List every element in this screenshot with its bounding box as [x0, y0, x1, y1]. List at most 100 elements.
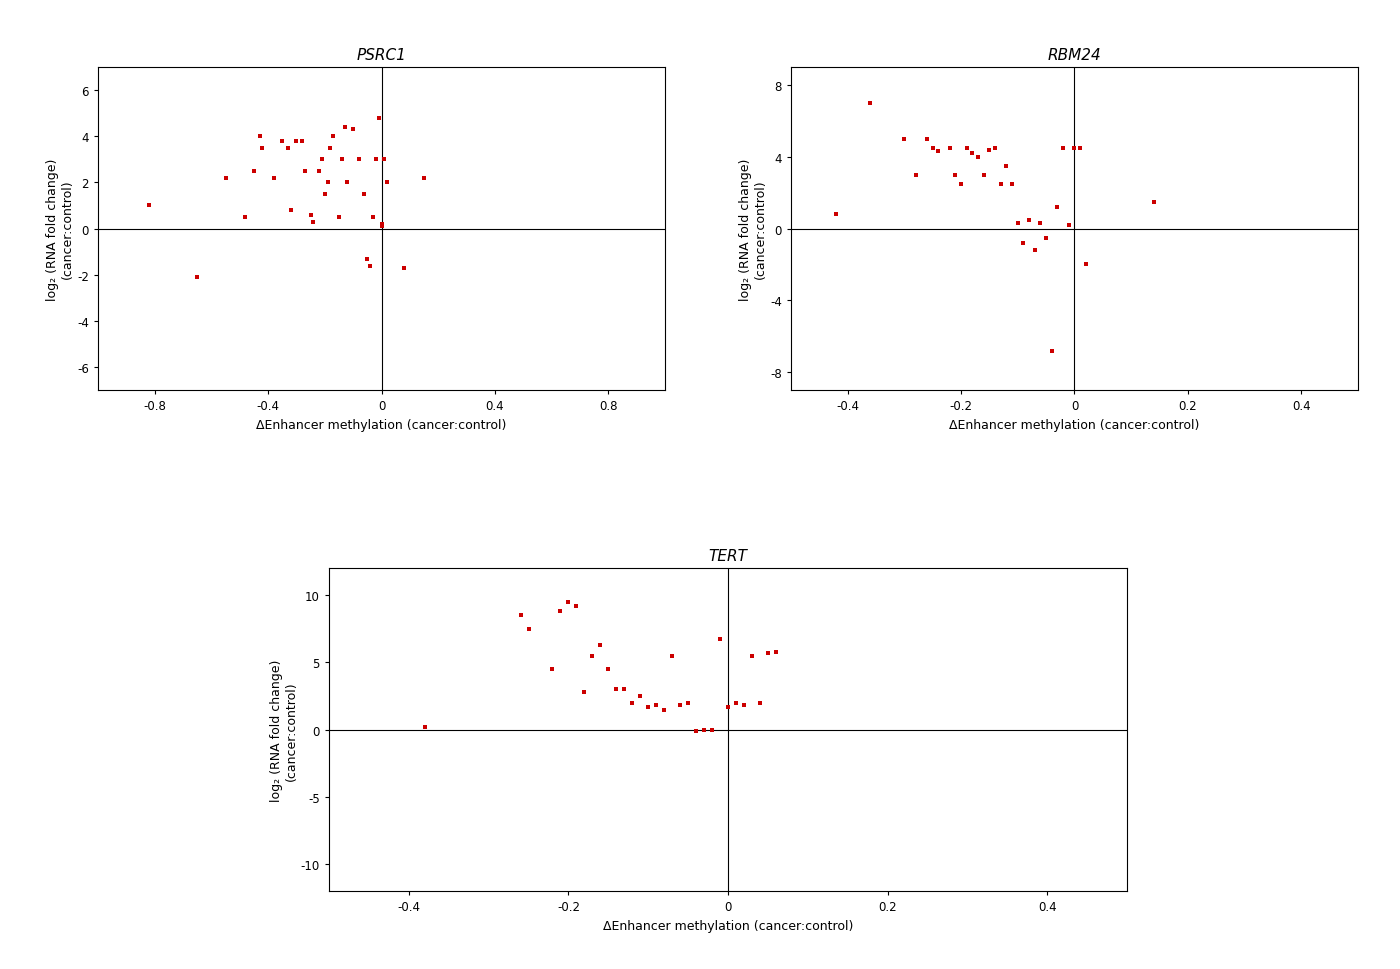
Point	[956, 141, 979, 156]
Y-axis label: log₂ (RNA fold change)
(cancer:control): log₂ (RNA fold change) (cancer:control)	[270, 659, 298, 801]
Point	[330, 152, 353, 168]
Point	[377, 175, 399, 191]
Point	[669, 698, 692, 713]
Point	[949, 176, 972, 192]
Point	[316, 175, 339, 191]
Point	[596, 662, 619, 677]
Point	[302, 215, 325, 231]
Point	[732, 698, 755, 713]
Point	[364, 152, 386, 168]
Point	[186, 270, 209, 286]
Point	[328, 210, 350, 226]
Point	[973, 168, 995, 183]
Point	[272, 134, 294, 149]
Point	[637, 700, 659, 715]
Point	[1051, 141, 1074, 156]
Point	[652, 703, 675, 718]
Point	[962, 146, 984, 162]
Point	[286, 134, 308, 149]
Point	[353, 187, 375, 203]
Point	[1040, 344, 1063, 359]
Point	[685, 724, 707, 739]
Point	[581, 648, 603, 664]
Point	[137, 199, 160, 214]
Y-axis label: log₂ (RNA fold change)
(cancer:control): log₂ (RNA fold change) (cancer:control)	[739, 158, 767, 300]
Point	[693, 722, 715, 737]
Point	[336, 175, 358, 191]
Point	[311, 152, 333, 168]
Point	[717, 700, 739, 715]
Point	[294, 164, 316, 179]
Point	[1057, 218, 1079, 234]
Point	[1070, 141, 1092, 156]
Point	[214, 171, 237, 186]
Point	[319, 141, 342, 156]
Point	[333, 120, 356, 136]
Point	[510, 608, 532, 623]
Point	[1018, 212, 1040, 228]
Point	[645, 698, 668, 713]
Point	[518, 621, 540, 637]
Point	[1142, 195, 1165, 210]
Point	[347, 152, 370, 168]
Point	[322, 129, 344, 144]
Point	[661, 648, 683, 664]
Point	[291, 134, 314, 149]
Point	[944, 168, 966, 183]
Point	[277, 141, 300, 156]
Point	[916, 132, 938, 147]
Point	[413, 171, 435, 186]
Point	[374, 152, 396, 168]
Point	[995, 159, 1018, 174]
Point	[708, 632, 731, 647]
X-axis label: ΔEnhancer methylation (cancer:control): ΔEnhancer methylation (cancer:control)	[256, 419, 507, 431]
Point	[904, 168, 927, 183]
Point	[860, 96, 882, 111]
Point	[741, 648, 763, 664]
Point	[984, 141, 1007, 156]
Point	[573, 684, 595, 700]
Point	[413, 720, 435, 735]
Point	[825, 207, 847, 223]
Point	[263, 171, 286, 186]
Point	[248, 129, 270, 144]
Point	[242, 164, 265, 179]
Point	[1012, 235, 1035, 251]
Point	[370, 219, 392, 234]
Point	[234, 210, 256, 226]
Point	[1023, 243, 1046, 259]
Point	[1035, 231, 1057, 246]
Point	[938, 141, 960, 156]
Point	[622, 696, 644, 711]
Point	[280, 203, 302, 219]
Point	[678, 696, 700, 711]
Point	[921, 141, 944, 156]
Point	[314, 187, 336, 203]
Y-axis label: log₂ (RNA fold change)
(cancer:control): log₂ (RNA fold change) (cancer:control)	[46, 158, 74, 300]
Point	[1007, 216, 1029, 232]
Point	[300, 207, 322, 223]
Point	[756, 645, 778, 661]
Point	[893, 132, 916, 147]
Point	[1075, 258, 1098, 273]
Point	[613, 682, 636, 698]
Point	[589, 638, 612, 653]
Point	[542, 662, 564, 677]
Point	[342, 122, 364, 138]
Point	[629, 689, 651, 704]
Point	[967, 150, 990, 166]
Title: RBM24: RBM24	[1047, 47, 1102, 63]
Point	[367, 110, 389, 126]
Point	[358, 259, 381, 274]
Point	[749, 696, 771, 711]
Point	[393, 261, 416, 276]
Point	[251, 141, 273, 156]
Point	[979, 142, 1001, 158]
X-axis label: ΔEnhancer methylation (cancer:control): ΔEnhancer methylation (cancer:control)	[949, 419, 1200, 431]
Point	[1029, 216, 1051, 232]
Point	[557, 594, 580, 610]
Point	[1046, 200, 1068, 215]
Point	[990, 176, 1012, 192]
Point	[356, 252, 378, 267]
Point	[927, 144, 949, 160]
